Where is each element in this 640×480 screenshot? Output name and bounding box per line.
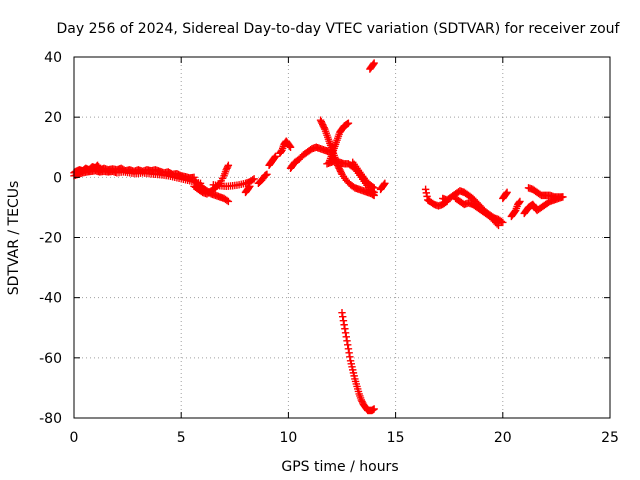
x-tick-label: 5 [177, 430, 186, 446]
data-point [369, 60, 378, 68]
x-axis-label: GPS time / hours [281, 459, 398, 475]
data-point [370, 405, 378, 413]
x-tick-label: 20 [494, 430, 512, 446]
data-point [346, 357, 355, 365]
data-point [263, 170, 271, 179]
data-point [349, 369, 358, 377]
data-point [381, 179, 389, 188]
data-point [346, 353, 354, 361]
data-point [250, 175, 258, 183]
y-tick-label: -80 [39, 411, 62, 427]
data-point [342, 333, 350, 341]
data-point [344, 119, 353, 127]
data-point [271, 152, 280, 160]
data-points [70, 59, 567, 415]
y-tick-label: -40 [39, 291, 62, 307]
data-point [494, 221, 503, 230]
x-tick-label: 15 [387, 430, 405, 446]
series-arc-7h [190, 161, 233, 198]
series-arc-14.5h [376, 179, 389, 194]
x-tick-label: 25 [601, 430, 619, 446]
y-tick-label: 20 [44, 110, 62, 126]
data-point [344, 341, 352, 349]
y-tick-label: -60 [39, 351, 62, 367]
data-point [343, 337, 351, 345]
data-point [515, 198, 523, 207]
y-tick-label: -20 [39, 231, 62, 247]
y-axis-label: SDTVAR / TECUs [6, 181, 22, 296]
grid-lines [74, 57, 610, 418]
data-point [339, 313, 347, 321]
series-arc-deep-dip [338, 309, 378, 415]
data-point [347, 360, 355, 368]
series-arc-20h [499, 188, 511, 203]
data-point [286, 142, 294, 150]
data-point [245, 183, 253, 192]
series-arc-18.5h-b [451, 194, 503, 230]
series-arc-8.7h [254, 170, 271, 188]
data-point [348, 363, 356, 371]
data-point [271, 153, 279, 161]
axis-ticks: 0 5 10 15 20 25 -80 -60 -40 -20 0 20 40 [39, 50, 619, 446]
data-point [423, 192, 431, 201]
x-tick-label: 10 [279, 430, 297, 446]
series-arc-9h [265, 152, 280, 169]
series-arc-8h [209, 175, 258, 191]
series-arc-21.5h [524, 184, 567, 201]
y-tick-label: 40 [44, 50, 62, 66]
series-arc-8h-b [241, 182, 254, 197]
data-point [338, 309, 346, 317]
series-arc-10-11h [286, 143, 333, 173]
data-point [286, 143, 295, 151]
series-arc-13.8h [366, 59, 378, 73]
data-point [502, 189, 511, 198]
data-point [345, 349, 353, 357]
data-point [341, 329, 350, 337]
data-point [344, 345, 353, 353]
data-point [370, 59, 378, 67]
series-arc-12.5h [323, 157, 378, 197]
data-point [380, 180, 388, 189]
data-point [421, 185, 430, 194]
data-point [349, 366, 357, 374]
series-arc-20.5h [507, 197, 524, 221]
data-point [224, 161, 233, 169]
data-point [516, 197, 524, 206]
data-point [499, 218, 507, 227]
series-arc-10h [276, 137, 295, 157]
data-point [350, 372, 358, 380]
data-point [224, 197, 233, 206]
y-tick-label: 0 [53, 170, 62, 186]
data-point [370, 184, 378, 192]
data-point [503, 188, 511, 197]
data-point [340, 321, 348, 329]
chart-title: Day 256 of 2024, Sidereal Day-to-day VTE… [57, 21, 621, 37]
series-arc-13-14h [349, 158, 378, 192]
data-point [422, 189, 431, 197]
data-point [559, 193, 567, 201]
data-point [339, 317, 348, 325]
x-tick-label: 0 [70, 430, 79, 446]
data-point [341, 325, 349, 333]
data-point [246, 182, 254, 191]
